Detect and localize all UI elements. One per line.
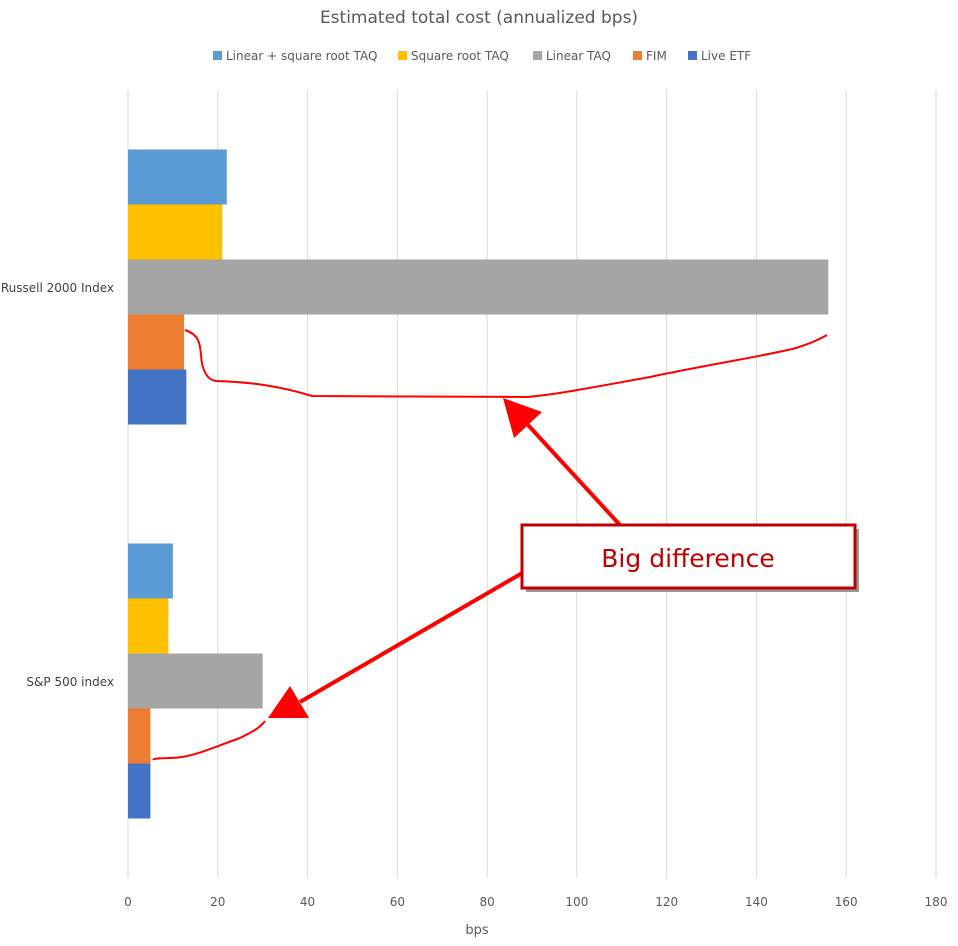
legend-item-fim: FIM [633,49,667,63]
arrow-up-head [503,398,542,438]
x-tick-label-80: 80 [479,895,494,909]
bar-russell-2000-index-linear-square-root-taq [128,149,227,205]
legend-label-live-etf: Live ETF [701,49,751,63]
legend-swatch-fim [633,51,642,60]
callout-box [520,523,857,590]
x-axis-ticks: 0 20 40 60 80 100 120 140 160 180 [124,895,947,909]
bar-russell-2000-index-live-etf [128,369,187,425]
bars [128,149,829,819]
legend-swatch-linear-taq [533,51,542,60]
chart-legend: Linear + square root TAQ Square root TAQ L… [213,49,751,63]
bar-russell-2000-index-square-root-taq [128,204,223,260]
legend-label-linear-square-root-taq: Linear + square root TAQ [226,49,377,63]
x-tick-label-120: 120 [655,895,678,909]
category-label-s-p-500-index: S&P 500 index [26,675,114,689]
arrow-down-head [268,686,309,718]
chart-title: Estimated total cost (annualized bps) [320,8,638,28]
bar-s-p-500-index-live-etf [128,763,151,819]
bar-s-p-500-index-square-root-taq [128,598,169,654]
x-tick-label-180: 180 [925,895,948,909]
x-tick-label-160: 160 [835,895,858,909]
legend-item-linear-square-root-taq: Linear + square root TAQ [213,49,377,63]
x-tick-label-140: 140 [745,895,768,909]
x-tick-label-20: 20 [210,895,225,909]
arrow-down-shaft [298,570,526,704]
legend-label-square-root-taq: Square root TAQ [411,49,509,63]
legend-item-live-etf: Live ETF [688,49,751,63]
bar-s-p-500-index-linear-square-root-taq [128,543,173,599]
legend-item-square-root-taq: Square root TAQ [398,49,509,63]
freehand-line-bottom [152,720,266,761]
x-tick-label-40: 40 [300,895,315,909]
x-axis-title: bps [465,923,489,938]
y-axis-categories: Russell 2000 Index S&P 500 index [1,281,114,689]
gridlines [127,90,937,878]
legend-swatch-square-root-taq [398,51,407,60]
bar-s-p-500-index-linear-taq [128,653,263,709]
legend-label-fim: FIM [646,49,667,63]
bar-russell-2000-index-linear-taq [128,259,829,315]
legend-swatch-linear-square-root-taq [213,51,222,60]
x-tick-label-100: 100 [565,895,588,909]
bar-russell-2000-index-fim [128,314,185,370]
arrow-up-shaft [526,423,622,527]
callout-text: Big difference [601,544,774,573]
freehand-line-top [184,329,828,399]
legend-item-linear-taq: Linear TAQ [533,49,611,63]
legend-label-linear-taq: Linear TAQ [546,49,611,63]
x-tick-label-60: 60 [390,895,405,909]
bar-s-p-500-index-fim [128,708,151,764]
legend-swatch-live-etf [688,51,697,60]
annotations: Big difference [152,329,859,761]
category-label-russell-2000-index: Russell 2000 Index [1,281,114,295]
x-tick-label-0: 0 [124,895,132,909]
